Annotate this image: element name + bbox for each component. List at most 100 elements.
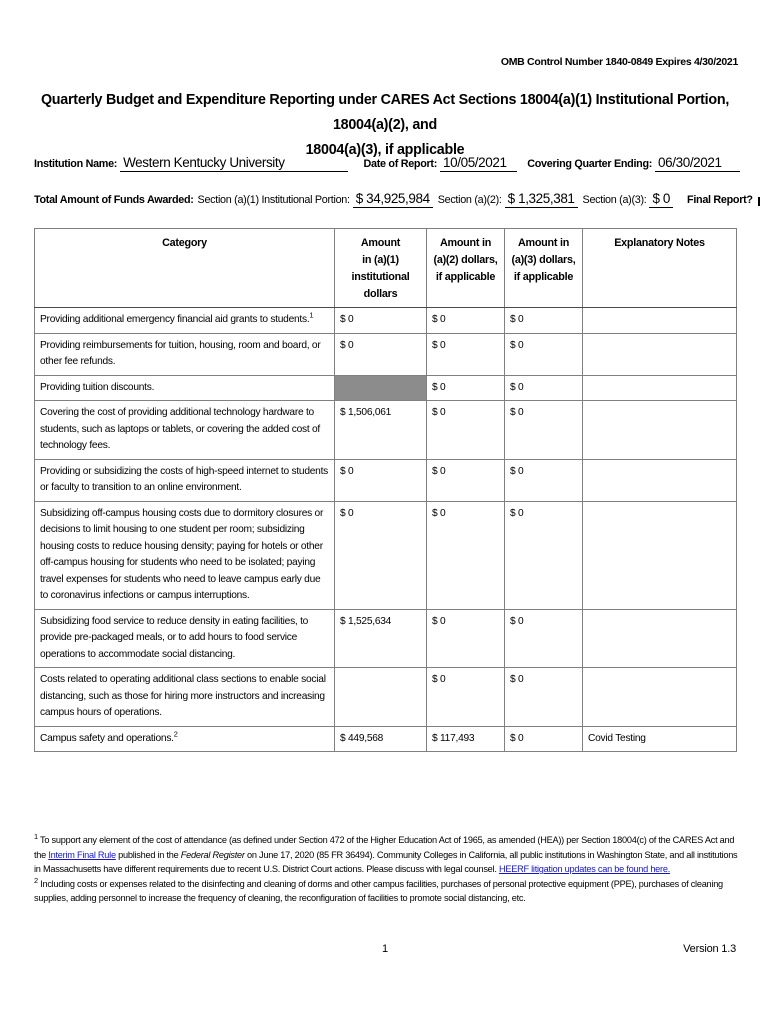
table-row: Campus safety and operations.2 $ 449,568 $… xyxy=(34,725,737,752)
cell-explanatory-notes[interactable]: Covid Testing xyxy=(582,725,737,752)
cell-amount-a1[interactable]: $ 0 xyxy=(334,332,427,376)
table-row: Subsidizing food service to reduce densi… xyxy=(34,608,737,668)
footnote-2: 2 Including costs or expenses related to… xyxy=(34,877,738,906)
table-row: Subsidizing off-campus housing costs due… xyxy=(34,500,737,610)
total-funds-awarded-label: Total Amount of Funds Awarded: xyxy=(34,194,194,206)
cell-amount-a2[interactable]: $ 0 xyxy=(426,332,505,376)
category-footnote-marker: 1 xyxy=(309,310,314,320)
category-text: Providing additional emergency financial… xyxy=(40,314,310,325)
cell-amount-a1[interactable]: $ 0 xyxy=(334,500,427,610)
cell-category: Costs related to operating additional cl… xyxy=(34,667,335,727)
cell-amount-a3[interactable]: $ 0 xyxy=(504,608,583,668)
category-text: Providing tuition discounts. xyxy=(40,381,155,393)
cell-amount-a1[interactable]: $ 449,568 xyxy=(334,725,427,752)
cell-explanatory-notes[interactable] xyxy=(582,608,737,668)
table-header: Category Amount in (a)(1) institutional … xyxy=(34,228,737,308)
interim-final-rule-link[interactable]: Interim Final Rule xyxy=(48,849,116,860)
page-title: Quarterly Budget and Expenditure Reporti… xyxy=(34,88,736,163)
cell-amount-a3[interactable]: $ 0 xyxy=(504,725,583,752)
cell-amount-a1[interactable]: $ 0 xyxy=(334,307,427,334)
cell-explanatory-notes[interactable] xyxy=(582,667,737,727)
footnote-2-marker: 2 xyxy=(34,875,38,885)
cell-category: Providing tuition discounts. xyxy=(34,374,335,401)
cell-amount-a3[interactable]: $ 0 xyxy=(504,500,583,610)
column-header-amount-a1: Amount in (a)(1) institutional dollars xyxy=(334,228,427,308)
column-header-amount-a1-line3: institutional dollars xyxy=(351,271,410,300)
section-a3-amount-field[interactable]: $ 0 xyxy=(649,191,674,208)
category-text: Subsidizing food service to reduce densi… xyxy=(40,615,309,660)
final-report-label: Final Report? xyxy=(687,194,753,206)
expenditure-table: Category Amount in (a)(1) institutional … xyxy=(34,228,737,752)
footnotes-block: 1 To support any element of the cost of … xyxy=(34,833,738,906)
cell-category: Subsidizing off-campus housing costs due… xyxy=(34,500,335,610)
cell-amount-a3[interactable]: $ 0 xyxy=(504,667,583,727)
column-header-amount-a2-line2: (a)(2) dollars, xyxy=(433,254,498,266)
heerf-litigation-updates-link[interactable]: HEERF litigation updates can be found he… xyxy=(498,864,671,875)
section-a2-amount-field[interactable]: $ 1,325,381 xyxy=(504,191,578,208)
cell-amount-a3[interactable]: $ 0 xyxy=(504,307,583,334)
cell-amount-a2[interactable]: $ 117,493 xyxy=(426,725,505,752)
section-a1-label: Section (a)(1) Institutional Portion: xyxy=(197,194,350,206)
omb-control-line: OMB Control Number 1840-0849 Expires 4/3… xyxy=(500,56,738,68)
cell-amount-a2[interactable]: $ 0 xyxy=(426,458,505,502)
cell-amount-a1[interactable]: $ 1,506,061 xyxy=(334,400,427,460)
category-text: Providing or subsidizing the costs of hi… xyxy=(40,465,328,494)
category-text: Covering the cost of providing additiona… xyxy=(40,407,320,451)
cell-amount-a2[interactable]: $ 0 xyxy=(426,500,505,610)
institution-info-row: Institution Name: Western Kentucky Unive… xyxy=(34,150,740,172)
cell-amount-a1[interactable] xyxy=(334,667,427,727)
cell-explanatory-notes[interactable] xyxy=(582,332,737,376)
footnote-1-text-part-3: on June 17, 2020 (85 FR 36494). Communit… xyxy=(34,849,738,875)
cell-amount-a3[interactable]: $ 0 xyxy=(504,458,583,502)
final-report-checkbox[interactable] xyxy=(757,197,760,206)
column-header-amount-a3-line1: Amount in xyxy=(517,237,570,249)
cell-category: Providing additional emergency financial… xyxy=(34,307,335,334)
section-a3-label: Section (a)(3): xyxy=(582,194,647,206)
column-header-amount-a1-line2: in (a)(1) xyxy=(362,254,399,266)
cell-explanatory-notes[interactable] xyxy=(582,458,737,502)
cell-amount-a3[interactable]: $ 0 xyxy=(504,400,583,460)
cell-category: Providing or subsidizing the costs of hi… xyxy=(34,458,335,502)
table-row: Costs related to operating additional cl… xyxy=(34,667,737,727)
cell-amount-a2[interactable]: $ 0 xyxy=(426,374,505,401)
category-footnote-marker: 2 xyxy=(173,729,178,739)
page-title-line-1: Quarterly Budget and Expenditure Reporti… xyxy=(40,92,730,133)
cell-amount-a2[interactable]: $ 0 xyxy=(426,307,505,334)
cell-amount-a3[interactable]: $ 0 xyxy=(504,332,583,376)
page-number: 1 xyxy=(381,943,389,955)
column-header-category: Category xyxy=(34,228,335,308)
cell-category: Covering the cost of providing additiona… xyxy=(34,400,335,460)
footnote-1-marker: 1 xyxy=(34,831,38,841)
category-text: Subsidizing off-campus housing costs due… xyxy=(40,507,324,602)
institution-name-label: Institution Name: xyxy=(34,158,118,170)
category-text: Campus safety and operations. xyxy=(40,732,174,744)
cell-explanatory-notes[interactable] xyxy=(582,307,737,334)
cell-explanatory-notes[interactable] xyxy=(582,500,737,610)
cell-explanatory-notes[interactable] xyxy=(582,400,737,460)
institution-name-field[interactable]: Western Kentucky University xyxy=(120,155,348,172)
cell-amount-a1[interactable]: $ 1,525,634 xyxy=(334,608,427,668)
column-header-amount-a2: Amount in (a)(2) dollars, if applicable xyxy=(426,228,505,308)
column-header-amount-a2-line1: Amount in xyxy=(439,237,492,249)
date-of-report-field[interactable]: 10/05/2021 xyxy=(440,155,518,172)
cell-amount-a2[interactable]: $ 0 xyxy=(426,667,505,727)
cell-amount-a2[interactable]: $ 0 xyxy=(426,400,505,460)
cell-amount-a2[interactable]: $ 0 xyxy=(426,608,505,668)
cell-explanatory-notes[interactable] xyxy=(582,374,737,401)
section-a1-amount-field[interactable]: $ 34,925,984 xyxy=(352,191,433,208)
column-header-amount-a1-line1: Amount xyxy=(360,237,401,249)
table-header-row: Category Amount in (a)(1) institutional … xyxy=(34,228,737,308)
column-header-explanatory-notes: Explanatory Notes xyxy=(582,228,737,308)
footnote-1: 1 To support any element of the cost of … xyxy=(34,833,738,877)
category-text: Costs related to operating additional cl… xyxy=(40,674,326,718)
column-header-amount-a3: Amount in (a)(3) dollars, if applicable xyxy=(504,228,583,308)
table-row: Providing reimbursements for tuition, ho… xyxy=(34,332,737,376)
column-header-amount-a2-line3: if applicable xyxy=(435,271,496,283)
cell-amount-a3[interactable]: $ 0 xyxy=(504,374,583,401)
covering-quarter-ending-label: Covering Quarter Ending: xyxy=(527,158,653,170)
cell-amount-a1[interactable]: $ 0 xyxy=(334,458,427,502)
section-a2-label: Section (a)(2): xyxy=(437,194,502,206)
federal-register-italic: Federal Register xyxy=(180,849,245,860)
covering-quarter-ending-field[interactable]: 06/30/2021 xyxy=(655,155,740,172)
